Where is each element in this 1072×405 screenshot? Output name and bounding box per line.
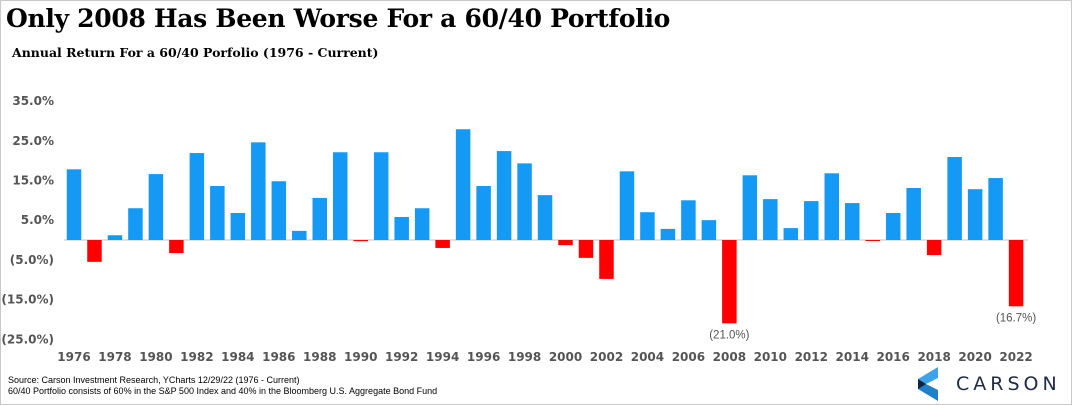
bar-2000 — [558, 240, 573, 246]
x-tick-label: 2022 — [999, 350, 1032, 364]
bar-1984 — [230, 213, 246, 240]
bar-1983 — [210, 186, 225, 240]
x-tick-label: 1996 — [467, 350, 500, 364]
x-tick-label: 1990 — [344, 350, 377, 364]
bar-2004 — [640, 212, 655, 240]
x-tick-label: 2020 — [958, 350, 991, 364]
carson-logo-text: CARSON — [956, 373, 1061, 395]
x-tick-label: 2018 — [917, 350, 950, 364]
bar-1981 — [169, 240, 184, 254]
bar-2010 — [763, 199, 778, 240]
y-tick-label: (15.0%) — [1, 293, 54, 307]
bar-1993 — [414, 208, 430, 240]
y-tick-label: 5.0% — [21, 213, 54, 227]
x-tick-label: 1994 — [426, 350, 459, 364]
bar-2001 — [578, 240, 594, 258]
bar-1979 — [128, 208, 143, 240]
data-label-2022: (16.7%) — [996, 312, 1036, 324]
bar-1980 — [148, 174, 164, 240]
x-tick-label: 2008 — [713, 350, 746, 364]
bar-2012 — [804, 201, 819, 240]
y-tick-label: (5.0%) — [10, 253, 54, 267]
x-tick-label: 1982 — [180, 350, 213, 364]
bar-1976 — [66, 169, 82, 240]
x-tick-label: 1978 — [98, 350, 131, 364]
bar-1982 — [189, 153, 205, 240]
y-tick-label: 15.0% — [12, 173, 54, 187]
x-tick-label: 2002 — [590, 350, 623, 364]
bar-2020 — [967, 189, 983, 240]
bar-2015 — [865, 240, 880, 241]
bar-1998 — [517, 163, 532, 240]
bar-2018 — [926, 240, 942, 256]
bar-2016 — [885, 213, 901, 240]
x-tick-label: 2016 — [876, 350, 909, 364]
bar-2003 — [619, 171, 635, 240]
x-tick-label: 1992 — [385, 350, 418, 364]
bar-1986 — [271, 181, 287, 240]
y-tick-label: 25.0% — [12, 134, 54, 148]
x-tick-label: 2012 — [795, 350, 828, 364]
x-tick-label: 1998 — [508, 350, 541, 364]
x-tick-label: 2010 — [754, 350, 787, 364]
carson-logo: CARSON — [918, 367, 1063, 401]
bar-1978 — [107, 235, 123, 240]
carson-logo-icon — [918, 367, 938, 401]
bar-2006 — [681, 200, 696, 240]
y-tick-label: (25.0%) — [1, 332, 54, 346]
x-tick-label: 1984 — [221, 350, 254, 364]
x-tick-label: 2000 — [549, 350, 582, 364]
bar-1991 — [373, 152, 389, 240]
bar-1992 — [394, 216, 409, 240]
bar-2017 — [906, 187, 921, 240]
bar-2013 — [824, 173, 840, 240]
y-tick-label: 35.0% — [12, 94, 54, 108]
bar-1996 — [476, 186, 491, 240]
bar-1990 — [353, 240, 368, 242]
chart-subtitle: Annual Return For a 60/40 Porfolio (1976… — [12, 45, 379, 60]
bar-1977 — [87, 240, 102, 262]
bar-2014 — [844, 203, 860, 240]
bar-2008 — [722, 240, 737, 324]
source-note: Source: Carson Investment Research, YCha… — [8, 375, 300, 385]
chart-title: Only 2008 Has Been Worse For a 60/40 Por… — [6, 4, 671, 33]
bar-1999 — [537, 195, 553, 240]
bar-1989 — [332, 152, 348, 240]
x-tick-label: 2004 — [631, 350, 664, 364]
portfolio-note: 60/40 Portfolio consists of 60% in the S… — [8, 386, 438, 396]
x-tick-label: 1980 — [139, 350, 172, 364]
x-tick-label: 2006 — [672, 350, 705, 364]
x-tick-label: 1986 — [262, 350, 295, 364]
bar-2022 — [1008, 240, 1024, 307]
bar-2005 — [660, 228, 676, 240]
bar-1997 — [496, 151, 512, 240]
x-tick-label: 1976 — [57, 350, 90, 364]
bar-2019 — [947, 157, 962, 240]
x-tick-label: 1988 — [303, 350, 336, 364]
bar-1985 — [251, 142, 266, 240]
bar-1995 — [455, 129, 471, 240]
bar-2002 — [599, 240, 614, 279]
bar-1987 — [292, 230, 307, 240]
bar-2009 — [742, 175, 758, 240]
data-label-2008: (21.0%) — [709, 329, 749, 341]
bar-2021 — [988, 178, 1003, 240]
x-tick-label: 2014 — [836, 350, 869, 364]
bar-1988 — [312, 197, 328, 240]
bar-2007 — [701, 220, 717, 240]
bar-1994 — [435, 240, 450, 248]
bar-2011 — [783, 228, 799, 240]
